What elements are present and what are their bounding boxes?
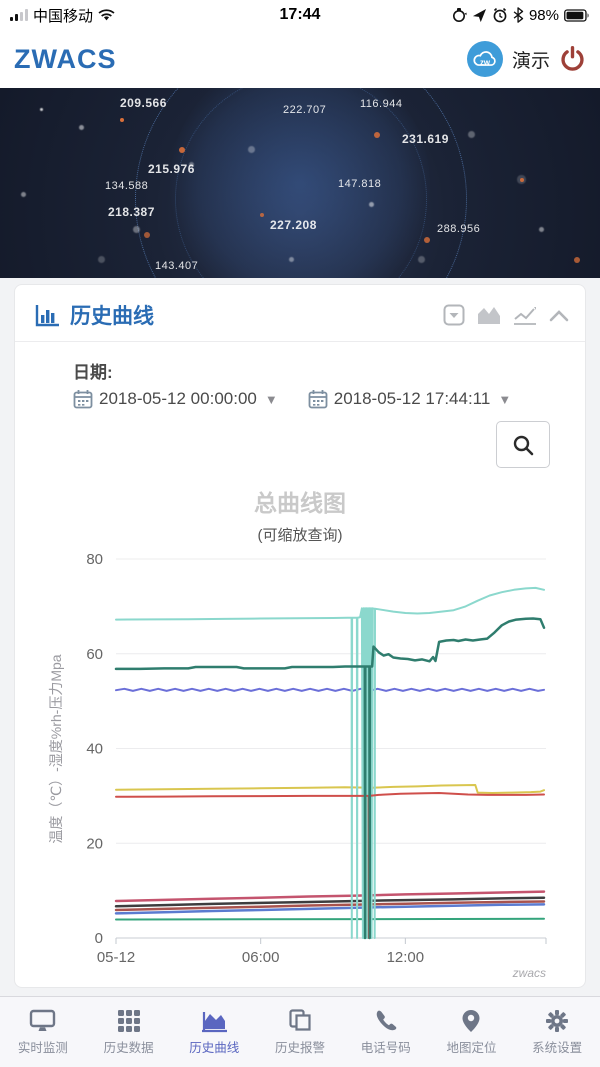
power-button[interactable]: [559, 45, 586, 73]
svg-text:05-12: 05-12: [97, 949, 135, 966]
tab-history-alarm[interactable]: 历史报警: [257, 997, 343, 1067]
search-row: [15, 411, 585, 468]
svg-text:20: 20: [86, 835, 103, 852]
panel-title: 历史曲线: [70, 305, 154, 328]
hero-number: 134.588: [105, 180, 149, 192]
tab-label: 历史数据: [103, 1040, 154, 1055]
zwacs-logo: ZWACS: [14, 43, 117, 74]
caret-down-icon: ▼: [498, 391, 512, 407]
tab-realtime-monitor[interactable]: 实时监测: [0, 997, 86, 1067]
clock-label: 17:44: [279, 6, 321, 23]
tab-bar: 实时监测 历史数据 历史曲线 历史报警 电话号码: [0, 996, 600, 1067]
carrier-label: 中国移动: [33, 7, 94, 25]
hero-number: 231.619: [402, 132, 449, 146]
globe-ring-inner: [175, 88, 427, 278]
dropdown-panel-icon[interactable]: [443, 304, 465, 326]
hero-number: 227.208: [270, 218, 317, 232]
cloud-account-button[interactable]: zw: [466, 41, 503, 77]
data-node-dots: [120, 118, 124, 122]
area-curve-icon: [201, 1011, 227, 1032]
hero-number: 222.707: [283, 104, 327, 116]
tab-label: 电话号码: [360, 1040, 411, 1055]
location-arrow-icon: [472, 8, 487, 22]
svg-text:06:00: 06:00: [242, 949, 280, 966]
hero-number: 147.818: [338, 178, 382, 190]
svg-text:60: 60: [86, 646, 103, 663]
tab-history-curve[interactable]: 历史曲线: [171, 997, 257, 1067]
svg-text:温度（℃）-湿度%rh-压力Mpa: 温度（℃）-湿度%rh-压力Mpa: [48, 654, 64, 843]
wifi-icon: [98, 8, 115, 20]
grid-icon: [117, 1009, 140, 1032]
hero-number: 218.387: [108, 205, 155, 219]
svg-text:zwacs: zwacs: [512, 966, 546, 980]
hero-number: 116.944: [360, 98, 403, 110]
area-chart-icon[interactable]: [477, 305, 501, 325]
panel-header: 历史曲线: [15, 285, 585, 342]
search-button[interactable]: [496, 421, 550, 468]
hero-number: 209.566: [120, 96, 167, 110]
svg-text:12:00: 12:00: [387, 949, 425, 966]
battery-icon: [564, 8, 589, 22]
date-range-pickers: 2018-05-12 00:00:00 ▼ 2018-05-12 17:44:1…: [73, 389, 585, 409]
history-curve-panel: 历史曲线 日期:: [14, 284, 586, 988]
tab-label: 系统设置: [532, 1040, 583, 1055]
date-label: 日期:: [73, 363, 113, 382]
calendar-icon: [73, 390, 93, 409]
alarm-clock-icon: [493, 8, 507, 23]
svg-text:0: 0: [95, 930, 103, 947]
orientation-lock-icon: [452, 8, 467, 22]
start-datetime-value: 2018-05-12 00:00:00: [99, 389, 257, 408]
status-bar: 中国移动 17:44 98%: [0, 0, 600, 30]
end-datetime-value: 2018-05-12 17:44:11: [333, 389, 491, 408]
hero-number: 143.407: [155, 260, 199, 272]
calendar-icon: [308, 390, 328, 409]
page-content: 历史曲线 日期:: [0, 278, 600, 996]
bluetooth-icon: [513, 7, 524, 23]
cloud-badge-text: zw: [480, 58, 491, 67]
svg-text:80: 80: [86, 551, 103, 568]
pages-icon: [289, 1008, 311, 1031]
star-dots: [40, 108, 43, 111]
tab-label: 实时监测: [17, 1040, 68, 1055]
app-header: ZWACS zw 演示: [0, 30, 600, 88]
cloud-icon: zw: [473, 51, 496, 67]
end-datetime-picker[interactable]: 2018-05-12 17:44:11 ▼: [308, 389, 511, 409]
tab-system-settings[interactable]: 系统设置: [514, 997, 600, 1067]
collapse-chevron-icon[interactable]: [549, 308, 569, 322]
chart-area: 0 20 40 60 80 05-12 06:00 12:00 温度（℃）-湿度%rh-压力Mp…: [15, 549, 585, 987]
line-chart-icon[interactable]: [513, 305, 537, 325]
tab-history-data[interactable]: 历史数据: [86, 997, 172, 1067]
search-icon: [513, 435, 534, 455]
start-datetime-picker[interactable]: 2018-05-12 00:00:00 ▼: [73, 389, 278, 409]
caret-down-icon: ▼: [264, 391, 278, 407]
tab-label: 历史报警: [275, 1040, 326, 1055]
chart-subtitle: (可缩放查询): [257, 527, 343, 544]
tab-phone-number[interactable]: 电话号码: [343, 997, 429, 1067]
tab-label: 历史曲线: [189, 1040, 240, 1055]
gear-icon: [546, 1009, 569, 1032]
tab-map-location[interactable]: 地图定位: [429, 997, 515, 1067]
chart-title: 总曲线图: [254, 490, 346, 516]
svg-text:40: 40: [86, 741, 103, 758]
phone-icon: [376, 1010, 397, 1030]
monitor-icon: [30, 1009, 56, 1031]
hero-banner: 209.566 222.707 116.944 231.619 215.976 …: [0, 88, 600, 278]
tab-label: 地图定位: [446, 1040, 497, 1055]
hero-number: 288.956: [437, 223, 481, 235]
cell-signal-icon: [10, 9, 28, 21]
status-right: 98%: [451, 7, 590, 24]
status-left: 中国移动: [10, 5, 115, 26]
map-pin-icon: [462, 1009, 480, 1032]
battery-percent-label: 98%: [528, 6, 559, 24]
demo-mode-label: 演示: [511, 50, 550, 72]
history-chart[interactable]: 0 20 40 60 80 05-12 06:00 12:00 温度（℃）-湿度%rh-压力Mp…: [15, 549, 587, 987]
hero-number: 215.976: [148, 162, 195, 176]
bar-chart-icon: [35, 305, 59, 327]
